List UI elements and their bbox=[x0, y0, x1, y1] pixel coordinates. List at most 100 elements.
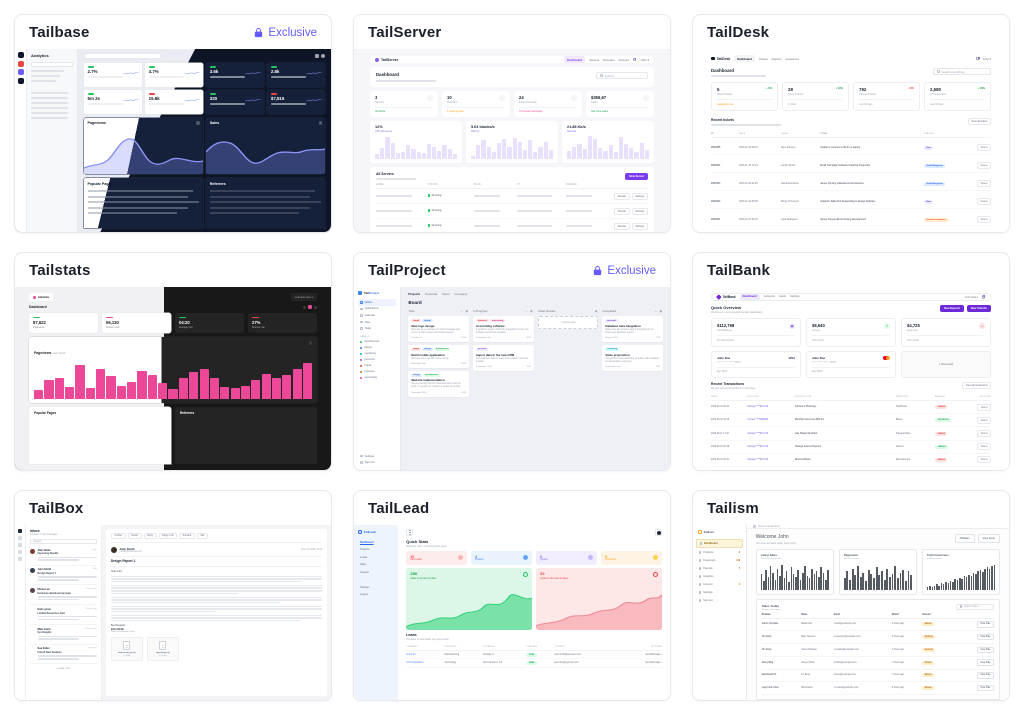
view-all-button: View all tickets bbox=[968, 118, 991, 125]
chart-title: Sales bbox=[210, 121, 321, 125]
new-server-button: New Server bbox=[625, 173, 648, 180]
amount-badge: $49.00 bbox=[922, 622, 934, 626]
sidebar-item-settings: Settings bbox=[358, 585, 394, 590]
top-navbar: TailServer Dashboard Servers Domains Acc… bbox=[370, 56, 654, 63]
tailbank-preview: TailBank Dashboard Accounts Cards Settin… bbox=[693, 287, 1009, 470]
stat-card: 15.8k bbox=[145, 90, 203, 114]
reading-pane: ArchiveDeleteReplyReply to allForwardSta… bbox=[106, 529, 327, 696]
tailism-preview: Tailism Dashboard Products9 Customers129… bbox=[693, 525, 1009, 700]
toolbar-button: Star bbox=[197, 533, 208, 539]
send-message-button: Send Message › bbox=[616, 662, 662, 664]
settings-button: Settings bbox=[632, 208, 648, 215]
domain-selector: example.com ▾ bbox=[291, 293, 317, 301]
card-title: Tailism bbox=[707, 500, 759, 517]
servers-table-card: All Servers New Server LABELSTATUSPLANIP… bbox=[370, 167, 654, 232]
template-card-tailstats[interactable]: Tailstats tailstats example.com ▾ Dashbo… bbox=[14, 252, 332, 471]
template-card-tailbox[interactable]: TailBox Inbox You have 7 new messages Se… bbox=[14, 490, 332, 701]
stat-note: 1 expiring soon bbox=[447, 107, 505, 114]
user-menu: John ▾ bbox=[640, 58, 649, 62]
table-title: Popular Pages bbox=[88, 182, 199, 186]
template-card-tailproject[interactable]: TailProject Exclusive TailProject Home N… bbox=[353, 252, 671, 471]
pageviews-chart-card: Pageviews bbox=[84, 118, 203, 174]
nav-menu: Dashboard Servers Domains Account John ▾ bbox=[564, 56, 649, 63]
template-card-taildesk[interactable]: TailDesk TailDesk Dashboard Tickets Repo… bbox=[692, 14, 1010, 233]
ticket-row: #964582 2023-11-24 08:05 Mindy O'Connell… bbox=[711, 195, 991, 209]
new-deposit-button: New Deposit bbox=[940, 305, 964, 312]
sidebar-item: Payouts5 bbox=[696, 565, 743, 572]
attachment-card: website design.fig 2.4 MB bbox=[111, 637, 143, 661]
settings-button: Settings bbox=[632, 193, 648, 200]
stat-card: $112,768Total Balance ▦ For all accounts bbox=[711, 318, 801, 347]
tailbox-preview: Inbox You have 7 new messages Search... … bbox=[15, 525, 331, 700]
theme-icon bbox=[308, 305, 312, 309]
stat-icon bbox=[653, 555, 658, 560]
sales-title: Sales Today bbox=[762, 604, 781, 608]
network-chart-card: 21.88 Kb/s Network bbox=[562, 121, 654, 163]
lead-row: XYZ Corporation Technology San Francisco… bbox=[406, 659, 662, 668]
quotes-chart-card: 52 Quotes in the last 14 days bbox=[536, 568, 662, 630]
template-card-taillead[interactable]: TailLead TailLead Dashboard Projects Lea… bbox=[353, 490, 671, 701]
exclusive-badge: Exclusive bbox=[592, 265, 656, 277]
ticket-row: #964581 2023-11-07 23:29 Cara Rodriguez … bbox=[711, 213, 991, 227]
dashboard-main: 2.7% 4.7% 3.6k bbox=[78, 49, 331, 232]
stat-card: 56,130 Unique visits bbox=[102, 313, 171, 333]
kanban-card: personal Import data in the new CRM All … bbox=[473, 345, 534, 371]
stat-card: 2,580+ 36% All Customers Last 30 days bbox=[924, 82, 991, 111]
kanban-card: designdevelopment Website implementation… bbox=[408, 371, 469, 397]
sidebar-item: Dashboard bbox=[696, 539, 743, 548]
toolbar-button: Reply bbox=[144, 533, 157, 539]
icon-rail bbox=[15, 49, 27, 232]
todo-column: Todo+ ▣ branddesign New logo design We h… bbox=[408, 309, 469, 465]
sidebar-item-support: Support bbox=[358, 570, 394, 575]
page-title: Dashboard bbox=[376, 72, 436, 77]
view-button: View ▾ bbox=[977, 443, 991, 450]
amount-badge: -$86.00 bbox=[935, 458, 947, 462]
transaction-row: 2023-06-10 20:31 Savings ****5421 06 Din… bbox=[711, 454, 991, 467]
card-title: TailDesk bbox=[707, 24, 769, 41]
status-badge: Running bbox=[428, 209, 442, 212]
count-badge: 5 bbox=[739, 567, 740, 570]
view-sale-button: View Sale bbox=[977, 647, 994, 653]
template-card-tailserver[interactable]: TailServer TailServer Dashboard Servers … bbox=[353, 14, 671, 233]
avatar bbox=[30, 608, 35, 613]
card-title: TailServer bbox=[368, 24, 441, 41]
view-sale-button: View Sale bbox=[977, 659, 994, 665]
stat-card: 04:20 Average visit bbox=[175, 313, 244, 333]
sidebar-item: Products9 bbox=[696, 549, 743, 556]
stat-card: 3.6k bbox=[206, 63, 264, 87]
tailstats-preview: tailstats example.com ▾ Dashboard 87,622… bbox=[15, 287, 331, 470]
server-row: Running Restart Settings bbox=[376, 204, 648, 219]
sidebar: TailLead Dashboard Projects Leads Sales … bbox=[354, 525, 398, 700]
stat-card: $4,725Expenses ↘ This month bbox=[901, 318, 991, 347]
lead-row: Acme Inc Manufacturing Chicago, IL $10M … bbox=[406, 651, 662, 660]
visa-logo: VISA bbox=[788, 356, 795, 364]
sale-row: Admin Template Maria Kart m.kart@example… bbox=[762, 619, 994, 632]
logo-icon bbox=[33, 296, 36, 299]
user-menu: John ▾ bbox=[976, 57, 991, 61]
inbox-subtitle: You have 7 new messages bbox=[30, 534, 97, 536]
ticket-row: #964584 2023-11-15 14:19 Jordan Smith Em… bbox=[711, 159, 991, 173]
gear-icon bbox=[319, 121, 323, 125]
template-card-tailbank[interactable]: TailBank TailBank Dashboard Accounts Car… bbox=[692, 252, 1010, 471]
stats-grid: 2.7% 4.7% 3.6k bbox=[84, 63, 325, 114]
brand-logo: TailDesk bbox=[711, 57, 730, 61]
send-message-button: Send Message › bbox=[616, 654, 662, 656]
card-title: Tailbase bbox=[29, 24, 90, 41]
settings-button: Settings bbox=[632, 223, 648, 230]
brand-logo: TailLead bbox=[358, 530, 394, 534]
email-subject: Design Report 1 bbox=[111, 556, 322, 568]
target-icon bbox=[653, 572, 658, 577]
inbox-title: Inbox bbox=[30, 529, 97, 533]
avatar bbox=[30, 647, 35, 652]
template-card-tailbase[interactable]: Tailbase Exclusive Analytics bbox=[14, 14, 332, 233]
charts-row: Latest Sales 432 sales this month Pagevi… bbox=[756, 549, 1000, 595]
tailproject-preview: TailProject Home Notifications Calendar … bbox=[354, 287, 670, 470]
stat-label: Sales bbox=[591, 101, 606, 104]
leads-title: Leads bbox=[406, 633, 662, 637]
board-title: Board bbox=[408, 300, 663, 305]
page-title: Dashboard bbox=[29, 305, 47, 309]
message-list-item: Mike Grant20 hours ago Get Insights bbox=[30, 625, 97, 645]
template-card-tailism[interactable]: Tailism Tailism Dashboard Products9 Cust… bbox=[692, 490, 1010, 701]
status-badge: SentToEngineer bbox=[924, 164, 946, 168]
card-header: TailBox bbox=[15, 491, 331, 525]
